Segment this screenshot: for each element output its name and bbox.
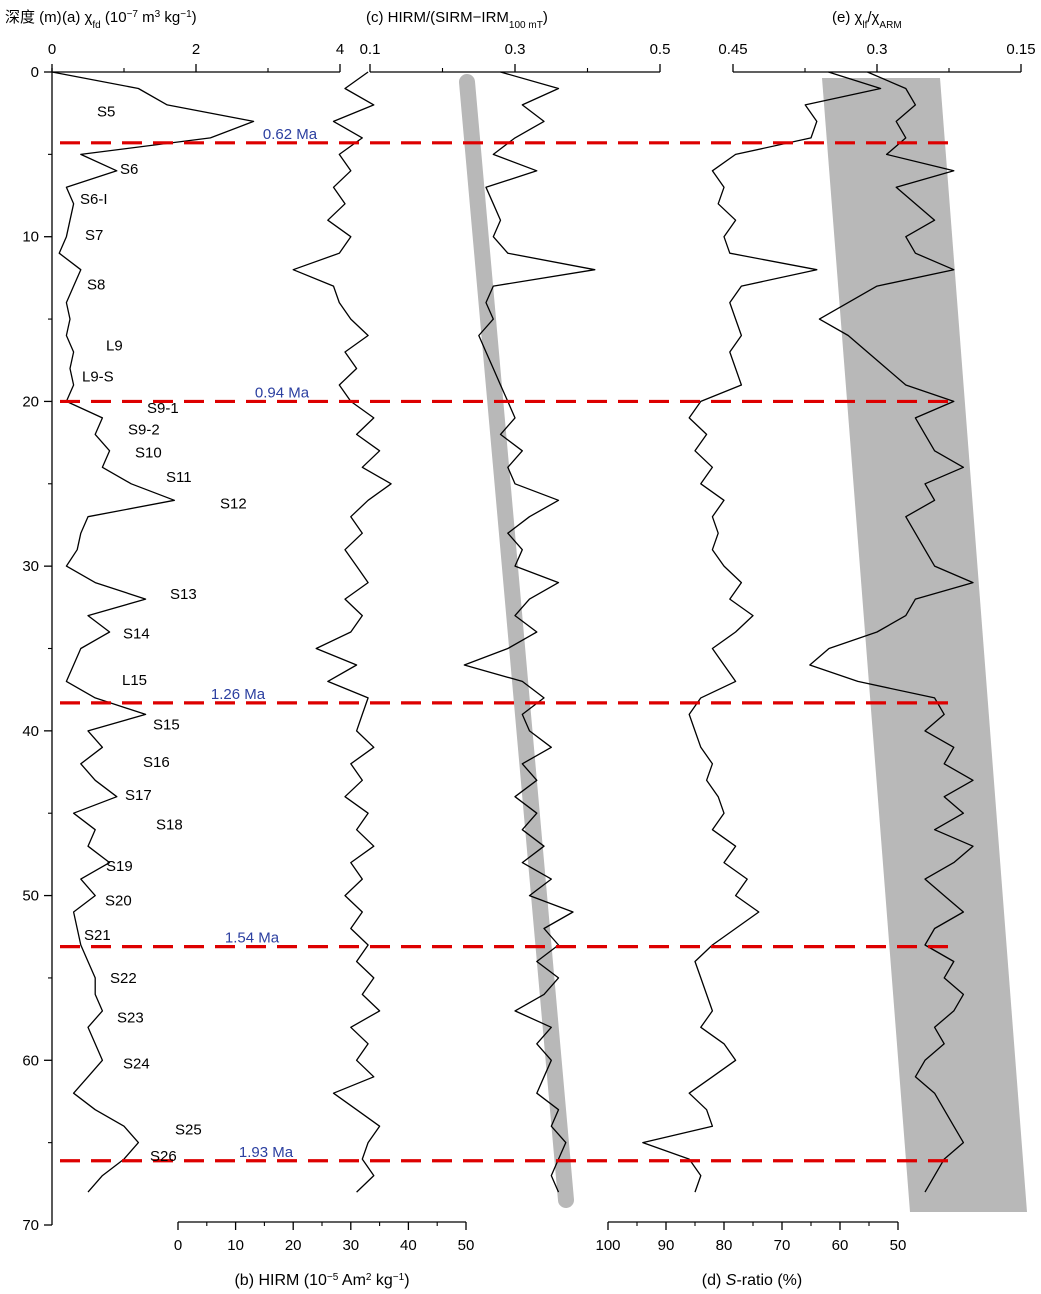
tick-label-d-3: 70 — [774, 1237, 791, 1254]
soil-unit-label-25: S25 — [175, 1121, 202, 1138]
soil-unit-label-7: S9-1 — [147, 400, 179, 417]
soil-unit-label-11: S12 — [220, 496, 247, 513]
soil-unit-label-3: S7 — [85, 227, 103, 244]
panel-c-title: (c) HIRM/(SIRM−IRM100 mT) — [366, 9, 548, 31]
soil-unit-label-17: S17 — [125, 787, 152, 804]
depth-tick-label-6: 60 — [22, 1052, 39, 1069]
age-boundary-label-3: 1.54 Ma — [225, 930, 280, 947]
series-line-e — [809, 71, 974, 1193]
depth-tick-label-5: 50 — [22, 888, 39, 905]
soil-unit-label-23: S23 — [117, 1009, 144, 1026]
tick-label-b-3: 30 — [342, 1237, 359, 1254]
depth-tick-label-7: 70 — [22, 1217, 39, 1234]
tick-label-e-0: 0.45 — [718, 41, 747, 58]
soil-unit-label-21: S21 — [84, 927, 111, 944]
panel-d-title: (d) S-ratio (%) — [702, 1272, 802, 1289]
depth-tick-label-4: 40 — [22, 723, 39, 740]
depth-tick-label-1: 10 — [22, 229, 39, 246]
trend-band-e — [822, 78, 1027, 1212]
soil-unit-label-13: S14 — [123, 626, 150, 643]
tick-label-b-0: 0 — [174, 1237, 182, 1254]
tick-label-b-4: 40 — [400, 1237, 417, 1254]
soil-unit-label-20: S20 — [105, 893, 132, 910]
soil-unit-label-4: S8 — [87, 276, 105, 293]
age-boundary-lines: 0.62 Ma 0.94 Ma 1.26 Ma 1.54 Ma 1.93 Ma — [60, 126, 958, 1163]
age-boundary-label-1: 0.94 Ma — [255, 384, 310, 401]
soil-unit-label-2: S6-I — [80, 191, 108, 208]
soil-unit-label-9: S10 — [135, 444, 162, 461]
panel-b-title: (b) HIRM (10−5 Am2 kg−1) — [234, 1272, 409, 1290]
depth-tick-label-0: 0 — [31, 64, 39, 81]
tick-label-c-1: 0.3 — [505, 41, 526, 58]
soil-unit-label-0: S5 — [97, 104, 115, 121]
trend-band-c — [459, 74, 574, 1208]
soil-unit-label-12: S13 — [170, 586, 197, 603]
soil-unit-label-18: S18 — [156, 817, 183, 834]
soil-unit-label-16: S16 — [143, 754, 170, 771]
tick-label-b-1: 10 — [227, 1237, 244, 1254]
tick-label-b-5: 50 — [458, 1237, 475, 1254]
soil-unit-label-24: S24 — [123, 1056, 150, 1073]
soil-unit-label-6: L9-S — [82, 369, 114, 386]
tick-label-b-2: 20 — [285, 1237, 302, 1254]
tick-label-c-2: 0.5 — [650, 41, 671, 58]
soil-unit-label-19: S19 — [106, 858, 133, 875]
soil-unit-label-15: S15 — [153, 716, 180, 733]
depth-tick-label-3: 30 — [22, 558, 39, 575]
soil-unit-label-5: L9 — [106, 337, 123, 354]
age-boundary-label-0: 0.62 Ma — [263, 126, 318, 143]
depth-axis-label: 深度 (m) — [5, 9, 62, 26]
series-line-a — [51, 71, 255, 1193]
tick-label-a-0: 0 — [48, 41, 56, 58]
soil-unit-label-1: S6 — [120, 161, 138, 178]
series-line-c — [463, 71, 596, 1193]
series-line-d — [642, 71, 882, 1193]
chart-labels: 深度 (m) (a) χfd (10−7 m3 kg−1) (c) HIRM/(SI… — [5, 9, 902, 1290]
soil-unit-label-8: S9-2 — [128, 421, 160, 438]
series-line-b — [292, 71, 392, 1193]
data-series — [51, 71, 974, 1193]
age-boundary-label-2: 1.26 Ma — [211, 686, 266, 703]
tick-label-a-2: 4 — [336, 41, 344, 58]
panel-a-title: (a) χfd (10−7 m3 kg−1) — [62, 9, 197, 31]
age-boundary-label-4: 1.93 Ma — [239, 1144, 294, 1161]
soil-unit-label-22: S22 — [110, 970, 137, 987]
panel-e-title: (e) χlf/χARM — [832, 9, 902, 31]
tick-label-d-1: 90 — [658, 1237, 675, 1254]
soil-unit-label-26: S26 — [150, 1148, 177, 1165]
tick-label-d-0: 100 — [595, 1237, 620, 1254]
tick-label-d-4: 60 — [832, 1237, 849, 1254]
soil-unit-label-10: S11 — [166, 469, 192, 486]
tick-label-d-5: 50 — [890, 1237, 907, 1254]
tick-label-c-0: 0.1 — [360, 41, 381, 58]
soil-unit-label-14: L15 — [122, 672, 147, 689]
tick-label-e-1: 0.3 — [867, 41, 888, 58]
depth-tick-label-2: 20 — [22, 393, 39, 410]
trend-bands — [459, 74, 1027, 1212]
tick-label-e-2: 0.15 — [1006, 41, 1035, 58]
tick-label-d-2: 80 — [716, 1237, 733, 1254]
tick-label-a-1: 2 — [192, 41, 200, 58]
